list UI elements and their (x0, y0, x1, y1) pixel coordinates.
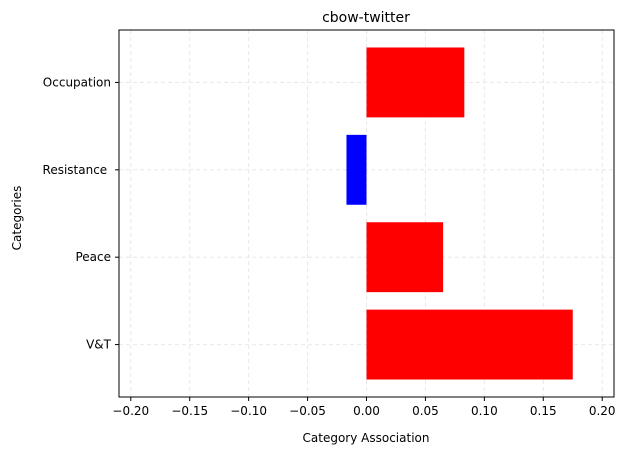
y-tick-label: Occupation (43, 75, 111, 89)
bar (366, 47, 465, 118)
x-tick-label: 0.15 (530, 404, 557, 418)
y-tick-label: Resistance (43, 163, 111, 177)
x-tick-label: −0.10 (230, 404, 267, 418)
x-tick-label: −0.20 (112, 404, 149, 418)
x-axis-label: Category Association (303, 431, 430, 445)
x-tick-label: 0.00 (353, 404, 380, 418)
y-tick-label: Peace (75, 250, 111, 264)
x-ticks: −0.20 −0.15 −0.10 −0.05 0.00 0.05 0.10 0.15 0.20 (112, 397, 616, 418)
y-axis-label: Categories (10, 186, 24, 251)
bars (346, 47, 573, 380)
chart-title: cbow-twitter (322, 10, 410, 26)
x-tick-label: 0.20 (589, 404, 616, 418)
x-tick-label: −0.05 (289, 404, 326, 418)
x-tick-label: −0.15 (171, 404, 208, 418)
y-ticks: V&T Peace Resistance Occupation (43, 75, 119, 352)
bar (366, 222, 444, 293)
y-tick-label: V&T (86, 338, 112, 352)
bar (346, 134, 367, 205)
x-tick-label: 0.05 (412, 404, 439, 418)
bar (366, 309, 573, 380)
x-tick-label: 0.10 (471, 404, 498, 418)
